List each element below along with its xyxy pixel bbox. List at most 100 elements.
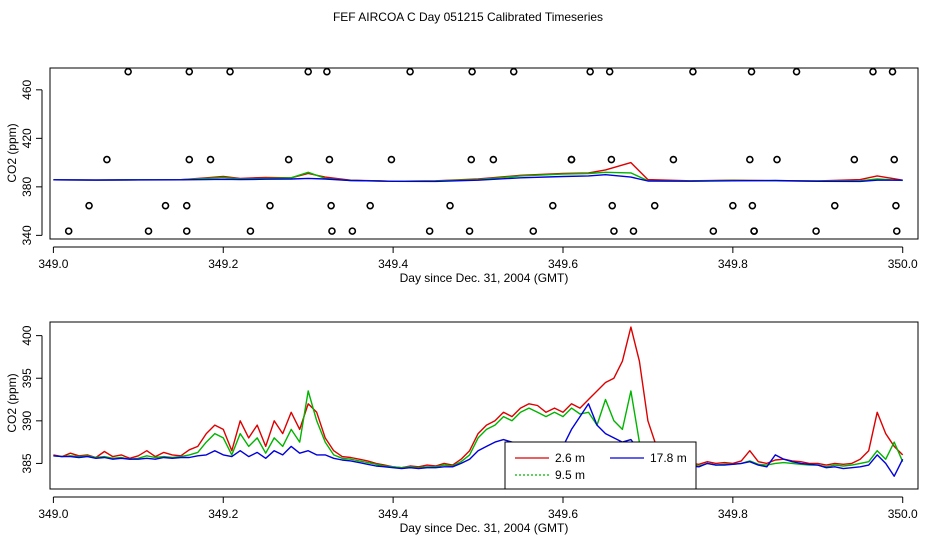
y-tick-label: 340 bbox=[20, 225, 34, 245]
scatter-point bbox=[246, 227, 255, 235]
scatter-point bbox=[328, 227, 336, 235]
scatter-point bbox=[750, 227, 758, 235]
scatter-point bbox=[467, 155, 476, 164]
scatter-point bbox=[144, 227, 153, 235]
scatter-point bbox=[489, 155, 498, 164]
scatter-point bbox=[610, 227, 618, 235]
x-tick-label: 349.8 bbox=[718, 507, 748, 521]
scatter-point bbox=[830, 201, 839, 210]
x-tick-label: 349.8 bbox=[718, 257, 748, 271]
legend-box bbox=[504, 441, 697, 490]
scatter-point bbox=[746, 155, 754, 164]
scatter-point bbox=[206, 155, 215, 164]
y-tick-label: 390 bbox=[20, 411, 34, 431]
x-tick-label: 349.2 bbox=[208, 257, 238, 271]
series-line-17-8-m bbox=[53, 403, 904, 477]
scatter-point bbox=[468, 67, 476, 76]
scatter-point bbox=[284, 155, 293, 164]
scatter-point bbox=[892, 227, 901, 235]
scatter-point bbox=[304, 67, 312, 76]
scatter-point bbox=[185, 67, 194, 76]
scatter-point bbox=[366, 201, 374, 210]
legend-label-17-8m: 17.8 m bbox=[650, 451, 687, 465]
scatter-point bbox=[650, 201, 659, 210]
legend-label-9-5m: 9.5 m bbox=[555, 468, 585, 482]
scatter-point bbox=[348, 227, 357, 235]
y-tick-label: 420 bbox=[20, 128, 34, 148]
scatter-point bbox=[325, 155, 334, 164]
y-tick-label: 395 bbox=[20, 368, 34, 388]
scatter-point bbox=[773, 155, 781, 164]
scatter-point bbox=[465, 227, 474, 235]
scatter-point bbox=[586, 67, 594, 76]
scatter-point bbox=[567, 155, 576, 164]
top-y-axis-label: CO2 (ppm) bbox=[5, 123, 19, 182]
scatter-point bbox=[425, 227, 434, 235]
chart-legend: 2.6 m 9.5 m 17.8 m bbox=[504, 441, 697, 490]
scatter-point bbox=[748, 201, 757, 210]
scatter-point bbox=[387, 155, 396, 164]
scatter-point bbox=[103, 155, 111, 164]
y-tick-label: 385 bbox=[20, 453, 34, 473]
scatter-point bbox=[689, 67, 697, 76]
scatter-point bbox=[548, 201, 557, 210]
x-tick-label: 349.4 bbox=[378, 507, 408, 521]
scatter-point bbox=[64, 227, 73, 235]
scatter-point bbox=[327, 201, 335, 210]
scatter-point bbox=[185, 155, 194, 164]
chart-top: 349.0 349.2 349.4 349.6 349.8 350.0 340 380 420 4… bbox=[5, 67, 919, 285]
scatter-point bbox=[850, 155, 859, 164]
series-line-2-6-m bbox=[53, 326, 904, 469]
scatter-point bbox=[509, 67, 518, 76]
top-plot-axes: 349.0 349.2 349.4 349.6 349.8 350.0 340 380 420 4… bbox=[20, 67, 919, 271]
bottom-x-axis-label: Day since Dec. 31, 2004 (GMT) bbox=[400, 521, 569, 535]
bottom-y-axis-label: CO2 (ppm) bbox=[5, 373, 19, 432]
scatter-point bbox=[669, 155, 678, 164]
bottom-plot-axes: 349.0 349.2 349.4 349.6 349.8 350.0 385 390 395 4… bbox=[20, 321, 919, 521]
x-tick-label: 350.0 bbox=[888, 507, 918, 521]
plot-frame bbox=[49, 67, 919, 240]
series-line-9-5-m bbox=[53, 390, 904, 469]
scatter-point bbox=[629, 227, 638, 235]
scatter-point bbox=[729, 201, 737, 210]
scatter-point bbox=[888, 67, 897, 76]
y-tick-label: 460 bbox=[20, 79, 34, 99]
top-x-axis-label: Day since Dec. 31, 2004 (GMT) bbox=[400, 271, 569, 285]
x-tick-label: 349.0 bbox=[38, 257, 68, 271]
scatter-point bbox=[266, 201, 274, 210]
scatter-point bbox=[892, 201, 900, 210]
scatter-point bbox=[406, 67, 414, 76]
y-tick-label: 380 bbox=[20, 177, 34, 197]
top-plot-markers bbox=[64, 67, 901, 235]
scatter-point bbox=[608, 201, 617, 210]
top-plot-lines bbox=[53, 161, 903, 183]
scatter-point bbox=[605, 67, 614, 76]
scatter-point bbox=[182, 201, 191, 210]
plot-frame bbox=[49, 321, 919, 490]
scatter-point bbox=[709, 227, 718, 235]
scatter-point bbox=[812, 227, 820, 235]
scatter-point bbox=[869, 67, 877, 76]
legend-label-2-6m: 2.6 m bbox=[555, 451, 585, 465]
bottom-plot-lines bbox=[53, 326, 904, 477]
scatter-point bbox=[792, 67, 801, 76]
x-tick-label: 349.2 bbox=[208, 507, 238, 521]
scatter-point bbox=[182, 227, 191, 235]
scatter-point bbox=[747, 67, 756, 76]
chart-bottom: 349.0 349.2 349.4 349.6 349.8 350.0 385 390 395 4… bbox=[5, 321, 919, 535]
scatter-point bbox=[85, 201, 93, 210]
scatter-point bbox=[161, 201, 170, 210]
y-tick-label: 400 bbox=[20, 325, 34, 345]
x-tick-label: 349.4 bbox=[378, 257, 408, 271]
figure-title: FEF AIRCOA C Day 051215 Calibrated Times… bbox=[333, 10, 603, 24]
scatter-point bbox=[323, 67, 331, 76]
x-tick-label: 349.6 bbox=[548, 507, 578, 521]
x-tick-label: 349.6 bbox=[548, 257, 578, 271]
scatter-point bbox=[607, 155, 616, 164]
scatter-point bbox=[446, 201, 454, 210]
x-tick-label: 349.0 bbox=[38, 507, 68, 521]
scatter-point bbox=[529, 227, 538, 235]
series-line-17-8-m bbox=[53, 173, 903, 183]
x-tick-label: 350.0 bbox=[888, 257, 918, 271]
